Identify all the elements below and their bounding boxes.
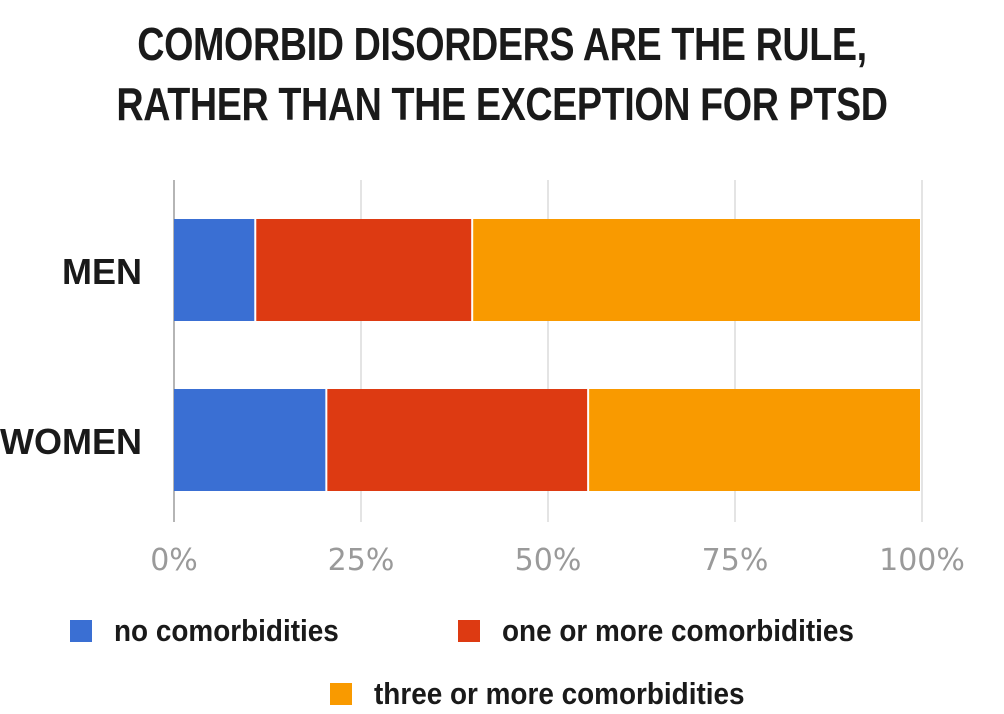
- chart-title-line-1: COMORBID DISORDERS ARE THE RULE,: [137, 18, 867, 70]
- chart-title: COMORBID DISORDERS ARE THE RULE, RATHER …: [90, 14, 913, 134]
- x-tick-label-3: 75%: [702, 543, 769, 578]
- legend-item-one-or-more: one or more comorbidities: [458, 613, 893, 649]
- legend-swatch-one-or-more: [458, 620, 480, 642]
- bar-segment-women-2: [589, 389, 920, 491]
- x-tick-label-4: 100%: [879, 543, 965, 578]
- bar-segment-women-1: [327, 389, 588, 491]
- legend-label-no-comorbidities: no comorbidities: [114, 613, 339, 648]
- x-tick-label-1: 25%: [328, 543, 395, 578]
- chart-title-line-2: RATHER THAN THE EXCEPTION FOR PTSD: [116, 78, 888, 130]
- bar-segment-men-2: [473, 219, 920, 321]
- bar-segment-women-0: [174, 389, 326, 491]
- legend-item-no-comorbidities: no comorbidities: [70, 613, 364, 649]
- category-label-men: MEN: [62, 251, 142, 292]
- legend-label-three-or-more: three or more comorbidities: [374, 676, 745, 711]
- bar-segment-men-0: [174, 219, 255, 321]
- stacked-bar-chart: MEN WOMEN 0% 25% 50% 75% 100%: [0, 180, 965, 578]
- bar-segment-men-1: [256, 219, 472, 321]
- x-tick-label-0: 0%: [150, 543, 198, 578]
- x-tick-label-2: 50%: [515, 543, 582, 578]
- legend-swatch-three-or-more: [330, 683, 352, 705]
- legend-swatch-no-comorbidities: [70, 620, 92, 642]
- legend-label-one-or-more: one or more comorbidities: [502, 613, 854, 648]
- legend-item-three-or-more: three or more comorbidities: [330, 676, 786, 712]
- category-label-women: WOMEN: [0, 421, 142, 462]
